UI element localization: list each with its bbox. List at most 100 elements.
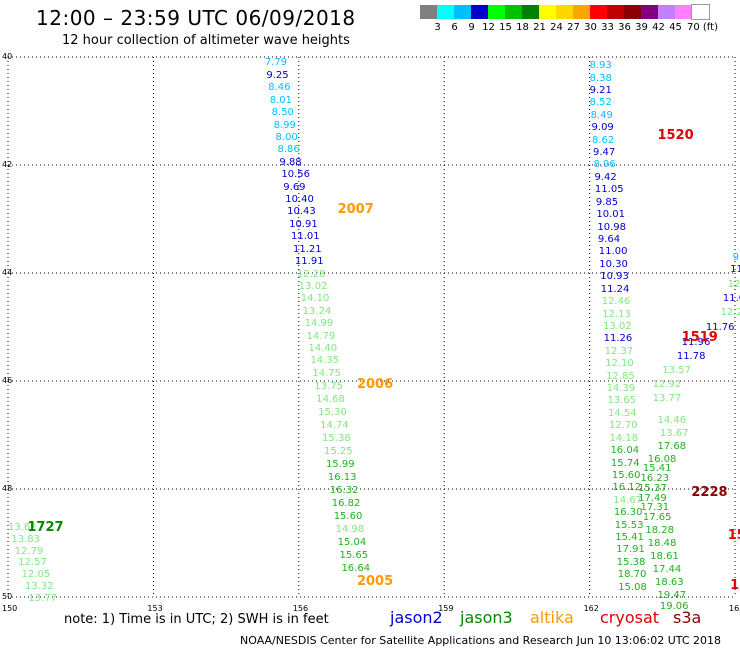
wave-height-value: 15.04	[337, 536, 367, 548]
wave-height-value: 13.75	[314, 381, 343, 393]
wave-height-value: 9.25	[266, 69, 289, 81]
wave-height-value: 13.57	[662, 365, 691, 377]
wave-height-value: 9	[732, 251, 739, 263]
wave-height-value: 15.38	[322, 433, 351, 445]
wave-height-value: 10.43	[287, 206, 316, 218]
scale-label: 45	[669, 22, 682, 33]
scale-swatch	[590, 5, 607, 19]
wave-height-value: 12.85	[606, 370, 635, 382]
wave-height-value: 12.10	[605, 358, 634, 370]
wave-height-value: 11.05	[594, 184, 624, 196]
wave-height-value: 9.64	[597, 233, 621, 245]
scale-swatch	[641, 5, 658, 19]
wave-height-value: 12.46	[601, 296, 631, 308]
wave-height-value: 8.50	[271, 107, 294, 119]
wave-height-value: 11.21	[292, 243, 322, 255]
wave-height-value: 12.13	[602, 308, 631, 320]
scale-swatch	[420, 5, 437, 19]
wave-height-value: 18.48	[647, 538, 677, 549]
lon-tick-label: 159	[438, 604, 454, 613]
wave-height-value: 14.46	[657, 414, 687, 426]
wave-height-value: 14.75	[312, 368, 341, 380]
wave-height-value: 9.85	[595, 196, 619, 208]
wave-height-value: 11.24	[600, 283, 630, 295]
scale-swatch	[573, 5, 590, 19]
map-title: 12:00 – 23:59 UTC 06/09/2018	[36, 6, 356, 30]
wave-height-value: 14.74	[320, 420, 349, 432]
wave-height-value: 9.88	[279, 156, 302, 168]
wave-height-value: 15.53	[614, 519, 644, 531]
wave-height-value: 19.47	[657, 589, 687, 601]
map-subtitle: 12 hour collection of altimeter wave hei…	[62, 33, 350, 48]
wave-height-value: 10.01	[596, 209, 626, 221]
wave-height-value: 16.32	[329, 485, 359, 497]
wave-height-value: 12.79	[14, 545, 44, 557]
scale-swatch	[675, 5, 692, 19]
wave-height-value: 17.65	[642, 512, 672, 524]
pass-time-label: 2007	[337, 202, 374, 218]
wave-height-value: 8.99	[273, 119, 296, 131]
scale-swatch	[471, 5, 488, 19]
wave-height-value: 9.69	[283, 181, 306, 193]
scale-label: 70 (ft)	[687, 22, 718, 33]
wave-height-value: 8.86	[277, 144, 300, 156]
wave-height-value: 14.67	[613, 494, 642, 506]
legend-note: note: 1) Time is in UTC; 2) SWH is in fe…	[64, 612, 329, 627]
lon-tick-label: 153	[147, 604, 163, 613]
wave-height-value: 12.21	[720, 307, 740, 319]
wave-height-value: 10.56	[281, 169, 310, 181]
wave-height-value: 18.63	[655, 576, 684, 588]
wave-height-value: 10.40	[285, 194, 314, 206]
wave-height-value: 16.82	[331, 498, 361, 510]
wave-height-value: 17.31	[640, 502, 670, 514]
wave-height-value: 13.65	[607, 395, 637, 407]
wave-height-value: 12.37	[604, 345, 634, 357]
wave-height-value: 11.26	[603, 333, 633, 345]
wave-height-value: 9.09	[591, 122, 614, 134]
wave-height-value: 13.83	[11, 533, 41, 545]
wave-height-value: 16.23	[640, 473, 670, 485]
lon-tick-label: 150	[2, 604, 18, 613]
wave-height-value: 18.70	[617, 569, 647, 581]
wave-height-value: 15.38	[616, 556, 646, 568]
pass-time-label: 2228	[691, 484, 728, 500]
scale-label: 33	[601, 22, 614, 33]
wave-height-value: 16.04	[610, 445, 640, 457]
wave-height-value: 11.96	[681, 337, 711, 349]
satellite-legend-item: jason2	[390, 608, 443, 627]
wave-height-value: 14.98	[335, 523, 365, 535]
wave-height-value: 15.74	[610, 457, 640, 469]
scale-label: 18	[516, 22, 529, 33]
wave-height-value: 15.25	[324, 446, 353, 458]
wave-height-value: 8.96	[593, 159, 616, 171]
wave-height-value: 11.00	[598, 246, 628, 258]
satellite-legend-item: cryosat	[600, 608, 660, 627]
wave-height-value: 8.38	[589, 72, 612, 84]
wave-height-value: 14.99	[304, 318, 334, 330]
wave-height-value: 14.10	[300, 293, 330, 305]
scale-label: 24	[550, 22, 563, 33]
wave-height-value: 12.3	[727, 278, 740, 290]
scale-swatch	[539, 5, 556, 19]
wave-height-value: 11.76	[705, 322, 735, 333]
wave-height-value: 14.39	[606, 383, 636, 395]
pass-time-label: 1519	[681, 330, 718, 346]
pass-time-label: 2005	[356, 573, 394, 589]
scale-swatch	[488, 5, 505, 19]
wave-height-value: 10.91	[289, 218, 318, 230]
scale-swatch	[607, 5, 624, 19]
wave-height-value: 11.01	[291, 231, 320, 243]
scale-label: 6	[451, 22, 458, 33]
wave-height-value: 17.91	[616, 544, 645, 556]
pass-time-label: 15	[730, 578, 740, 594]
scale-swatch	[658, 5, 675, 19]
wave-height-value: 14.40	[308, 343, 338, 355]
wave-height-value: 15.65	[339, 549, 369, 561]
wave-height-value: 18.28	[645, 525, 674, 537]
scale-label: 15	[499, 22, 512, 33]
scale-swatch	[505, 5, 522, 19]
lat-tick-label: 46	[2, 376, 13, 385]
pass-time-label: 151	[727, 527, 740, 543]
wave-height-value: 11.91	[294, 256, 324, 268]
wave-height-value: 15.60	[333, 511, 363, 522]
